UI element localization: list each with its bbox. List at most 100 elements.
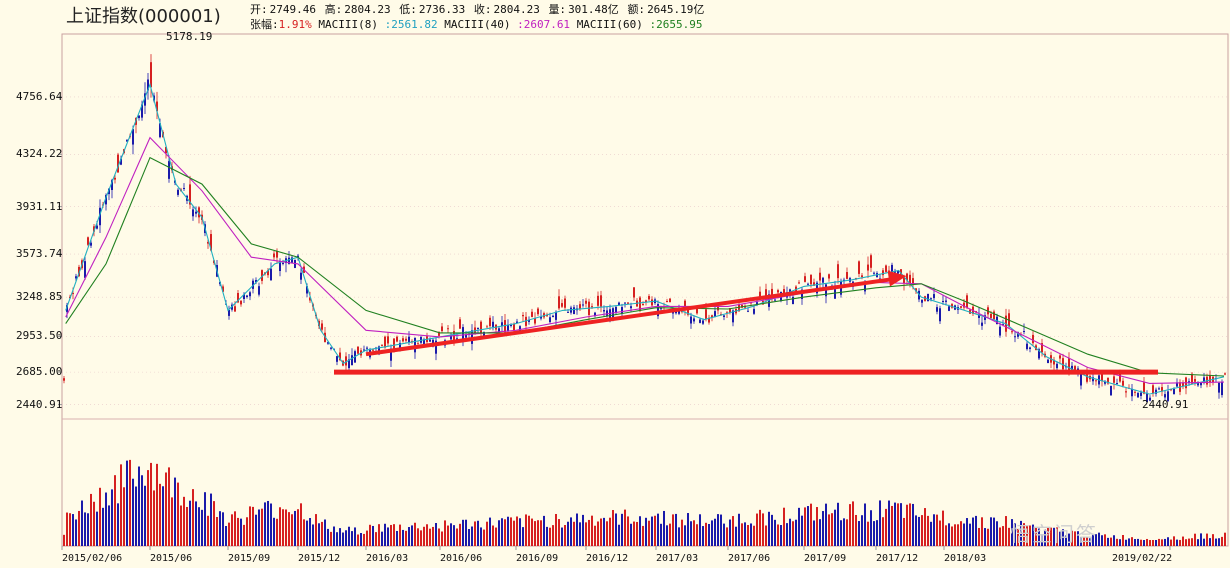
volume-bar bbox=[528, 515, 530, 546]
volume-bar bbox=[621, 513, 623, 546]
candle-body bbox=[1203, 377, 1205, 383]
candle-body bbox=[528, 319, 530, 322]
candle-body bbox=[87, 237, 89, 245]
volume-bar bbox=[285, 509, 287, 546]
candle-body bbox=[684, 300, 686, 307]
volume-bar bbox=[963, 523, 965, 546]
candle-body bbox=[1167, 391, 1169, 401]
volume-bar bbox=[441, 531, 443, 546]
ohlc-readout: 开: 2749.46 高: 2804.23 低: 2736.33 收: 2804.23 … bbox=[250, 1, 706, 17]
volume-bar bbox=[105, 492, 107, 546]
volume-bar bbox=[342, 532, 344, 546]
candle-body bbox=[705, 309, 707, 319]
volume-bar bbox=[540, 520, 542, 546]
candle-body bbox=[615, 306, 617, 313]
volume-bar bbox=[75, 519, 77, 546]
candle-body bbox=[165, 147, 167, 154]
plot-frame bbox=[61, 33, 1229, 547]
volume-bar bbox=[231, 514, 233, 546]
chart-header: 上证指数(000001) 开: 2749.46 高: 2804.23 低: 2736.… bbox=[0, 0, 1230, 34]
volume-bar bbox=[435, 523, 437, 546]
volume-bar bbox=[192, 489, 194, 546]
volume-bar bbox=[858, 521, 860, 546]
volume-bar bbox=[372, 525, 374, 546]
volume-bar bbox=[1011, 519, 1013, 546]
volume-bar bbox=[465, 519, 467, 546]
volume-bar bbox=[132, 478, 134, 546]
volume-bar bbox=[162, 486, 164, 546]
volume-bar bbox=[270, 503, 272, 546]
candle-body bbox=[696, 308, 698, 314]
volume-bar bbox=[210, 493, 212, 546]
volume-bar bbox=[84, 512, 86, 546]
volume-bar bbox=[1032, 524, 1034, 546]
candle-body bbox=[306, 286, 308, 294]
candle-body bbox=[429, 339, 431, 342]
candle-body bbox=[1209, 374, 1211, 383]
volume-bar bbox=[309, 518, 311, 546]
y-tick-label: 2440.91 bbox=[16, 397, 63, 411]
volume-bar bbox=[468, 529, 470, 546]
candle-body bbox=[612, 308, 614, 320]
candle-body bbox=[297, 255, 299, 258]
volume-bar bbox=[636, 521, 638, 546]
volume-bar bbox=[213, 501, 215, 546]
volume-bar bbox=[237, 517, 239, 546]
candle-body bbox=[1134, 391, 1136, 393]
volume-bar bbox=[942, 510, 944, 546]
candle-body bbox=[450, 335, 452, 340]
candle-body bbox=[1194, 379, 1196, 382]
watermark: 悟空问答 bbox=[1010, 522, 1098, 546]
volume-bar bbox=[966, 518, 968, 546]
candle-body bbox=[801, 289, 803, 299]
volume-bar bbox=[747, 525, 749, 546]
volume-bar bbox=[1218, 538, 1220, 546]
candle-body bbox=[639, 297, 641, 311]
candle-body bbox=[693, 318, 695, 322]
candle-body bbox=[900, 269, 902, 276]
candle-body bbox=[441, 326, 443, 332]
candle-body bbox=[126, 139, 128, 142]
candle-body bbox=[1155, 389, 1157, 394]
volume-bar bbox=[939, 520, 941, 546]
volume-bar bbox=[72, 514, 74, 546]
volume-bar bbox=[318, 523, 320, 546]
volume-bar bbox=[150, 462, 152, 546]
volume-bar bbox=[288, 512, 290, 546]
volume-bar bbox=[267, 500, 269, 546]
volume-bar bbox=[1131, 537, 1133, 546]
candle-body bbox=[1041, 343, 1043, 353]
volume-bar bbox=[234, 511, 236, 546]
volume-bar bbox=[123, 487, 125, 546]
volume-bar bbox=[531, 518, 533, 546]
volume-bar bbox=[651, 516, 653, 546]
candle-body bbox=[552, 315, 554, 318]
candle-body bbox=[1032, 334, 1034, 344]
amount-value: 2645.19亿 bbox=[647, 3, 705, 16]
candle-body bbox=[1161, 387, 1163, 392]
candle-body bbox=[729, 308, 731, 313]
volume-bar bbox=[975, 515, 977, 546]
candle-body bbox=[345, 356, 347, 366]
candle-body bbox=[627, 302, 629, 304]
volume-bar bbox=[405, 530, 407, 546]
candle-body bbox=[921, 299, 923, 303]
candle-body bbox=[177, 189, 179, 195]
volume-bar bbox=[504, 519, 506, 546]
volume-bar bbox=[1104, 534, 1106, 546]
candle-body bbox=[150, 62, 152, 88]
candle-body bbox=[96, 225, 98, 229]
volume-bar bbox=[99, 487, 101, 546]
volume-bar bbox=[273, 517, 275, 546]
candle-body bbox=[156, 101, 158, 112]
candle-body bbox=[111, 180, 113, 190]
volume-bar bbox=[246, 517, 248, 546]
volume-bar bbox=[381, 531, 383, 546]
volume-bar bbox=[225, 526, 227, 546]
candle-body bbox=[858, 261, 860, 274]
volume-bar bbox=[426, 524, 428, 546]
volume-bar bbox=[480, 527, 482, 546]
volume-bar bbox=[1134, 539, 1136, 546]
volume-bar bbox=[1038, 528, 1040, 546]
